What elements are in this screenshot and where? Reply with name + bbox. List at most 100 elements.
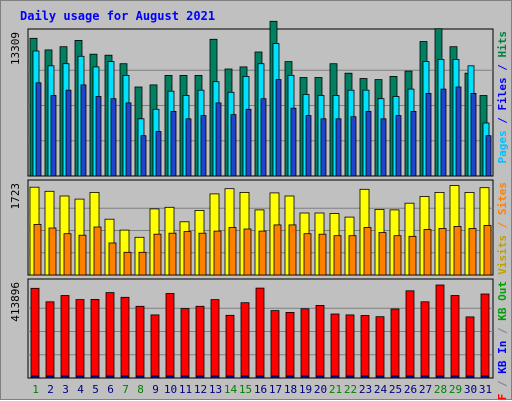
x-tick-label-day-31: 31 (479, 383, 492, 396)
bar-kb_f-day-3 (60, 295, 70, 379)
legend-kbytes-part: KB F (496, 394, 509, 401)
bar-pages-day-6 (110, 98, 117, 177)
bar-sites-day-12 (198, 232, 207, 276)
x-tick-label-day-17: 17 (269, 383, 282, 396)
bar-pages-day-20 (320, 118, 327, 177)
bar-sites-day-17 (273, 224, 282, 276)
bar-pages-day-11 (185, 118, 192, 177)
x-tick-label-day-20: 20 (314, 383, 327, 396)
bar-kb_in-day-27 (421, 375, 429, 379)
x-tick-label-day-22: 22 (344, 383, 357, 396)
x-tick-label-day-5: 5 (92, 383, 99, 396)
bar-pages-day-2 (50, 95, 57, 177)
bar-sites-day-9 (153, 233, 162, 276)
bar-kb_in-day-7 (121, 375, 129, 379)
y-max-label-kbytes: 413896 (9, 282, 22, 322)
bar-sites-day-26 (408, 235, 417, 276)
bar-sites-day-8 (138, 251, 147, 276)
bar-kb_f-day-19 (300, 308, 310, 379)
bar-pages-day-14 (230, 114, 237, 177)
legend-hits-part: / (496, 111, 509, 131)
bar-kb_f-day-8 (135, 305, 145, 379)
bar-kb_f-day-27 (420, 301, 430, 379)
bar-kb_in-day-15 (241, 375, 249, 379)
bar-kb_in-day-2 (46, 375, 54, 379)
bar-sites-day-22 (348, 235, 357, 276)
x-tick-label-day-21: 21 (329, 383, 342, 396)
bar-pages-day-29 (455, 86, 462, 177)
bar-sites-day-1 (33, 223, 42, 276)
bar-kb_in-day-8 (136, 375, 144, 379)
bar-pages-day-13 (215, 102, 222, 177)
bar-pages-day-22 (350, 116, 357, 177)
bar-pages-day-9 (155, 131, 162, 177)
bar-sites-day-19 (303, 233, 312, 276)
bar-sites-day-23 (363, 227, 372, 276)
legend-visits-part: Sites (496, 182, 509, 215)
bar-kb_f-day-16 (255, 287, 265, 379)
legend-hits-part: Pages (496, 130, 509, 163)
x-tick-label-day-25: 25 (389, 383, 402, 396)
bar-pages-day-23 (365, 111, 372, 177)
x-tick-label-day-13: 13 (209, 383, 222, 396)
bar-kb_f-day-10 (165, 293, 175, 379)
bar-kb_f-day-28 (435, 284, 445, 379)
bar-kb_in-day-4 (76, 375, 84, 379)
bar-sites-day-30 (468, 228, 477, 276)
bar-kb_f-day-14 (225, 314, 235, 379)
bar-pages-day-15 (245, 108, 252, 177)
bar-kb_in-day-31 (481, 375, 489, 379)
bar-kb_in-day-1 (31, 375, 39, 379)
bar-kb_in-day-21 (331, 375, 339, 379)
bar-kb_in-day-28 (436, 375, 444, 379)
x-tick-label-day-3: 3 (62, 383, 69, 396)
bar-pages-day-18 (290, 107, 297, 177)
bar-kb_in-day-10 (166, 375, 174, 379)
bar-sites-day-3 (63, 233, 72, 276)
legend-kbytes-part: KB In (496, 341, 509, 374)
bar-kb_in-day-14 (226, 375, 234, 379)
bar-kb_f-day-24 (375, 316, 385, 379)
x-tick-label-day-1: 1 (32, 383, 39, 396)
bar-sites-day-11 (183, 231, 192, 276)
bar-sites-day-20 (318, 233, 327, 276)
legend-visits-part: / (496, 215, 509, 235)
x-tick-label-day-10: 10 (164, 383, 177, 396)
x-tick-label-day-23: 23 (359, 383, 372, 396)
bar-pages-day-7 (125, 102, 132, 177)
x-tick-label-day-8: 8 (137, 383, 144, 396)
bar-pages-day-19 (305, 115, 312, 177)
bar-sites-day-16 (258, 230, 267, 276)
bar-kb_in-day-6 (106, 375, 114, 379)
bar-kb_in-day-30 (466, 375, 474, 379)
legend-kbytes-part: / (496, 374, 509, 394)
x-tick-label-day-11: 11 (179, 383, 192, 396)
bar-kb_in-day-16 (256, 375, 264, 379)
bar-kb_in-day-20 (316, 375, 324, 379)
bar-sites-day-18 (288, 224, 297, 276)
bar-pages-day-26 (410, 111, 417, 177)
bar-kb_in-day-22 (346, 375, 354, 379)
bar-kb_f-day-1 (30, 287, 40, 379)
x-tick-label-day-9: 9 (152, 383, 159, 396)
legend-hits-part: Files (496, 77, 509, 110)
bar-pages-day-1 (35, 82, 42, 177)
x-tick-label-day-2: 2 (47, 383, 54, 396)
x-tick-label-day-6: 6 (107, 383, 114, 396)
legend-hits: Pages / Files / Hits (496, 31, 509, 164)
bar-kb_in-day-12 (196, 375, 204, 379)
y-max-label-visits: 1723 (9, 183, 22, 210)
bar-pages-day-31 (485, 135, 492, 177)
bar-kb_f-day-25 (390, 308, 400, 379)
bar-kb_f-day-29 (450, 295, 460, 379)
bar-sites-day-5 (93, 226, 102, 276)
legend-hits-part: Hits (496, 31, 509, 58)
bar-pages-day-30 (470, 93, 477, 177)
bar-pages-day-5 (95, 96, 102, 177)
bar-kb_in-day-29 (451, 375, 459, 379)
bar-pages-day-10 (170, 111, 177, 177)
bar-kb_f-day-4 (75, 299, 85, 379)
bar-pages-day-27 (425, 93, 432, 177)
